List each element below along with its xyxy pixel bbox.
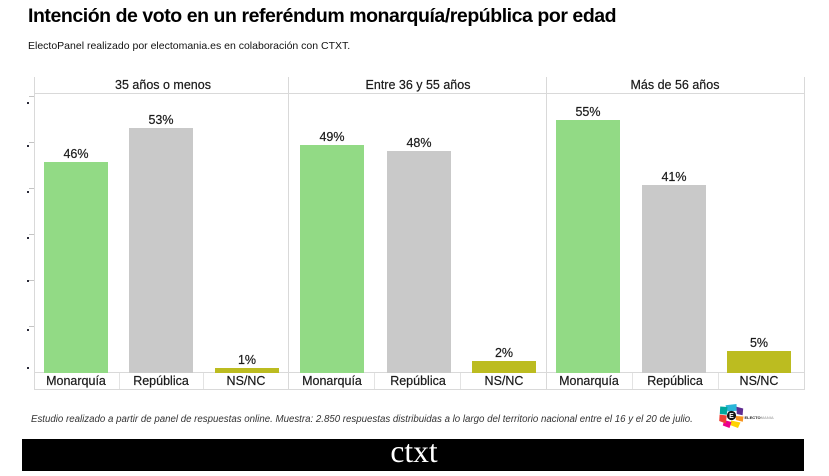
svg-text:E: E (729, 413, 734, 420)
svg-text:ELECTOMANIA: ELECTOMANIA (745, 415, 774, 420)
